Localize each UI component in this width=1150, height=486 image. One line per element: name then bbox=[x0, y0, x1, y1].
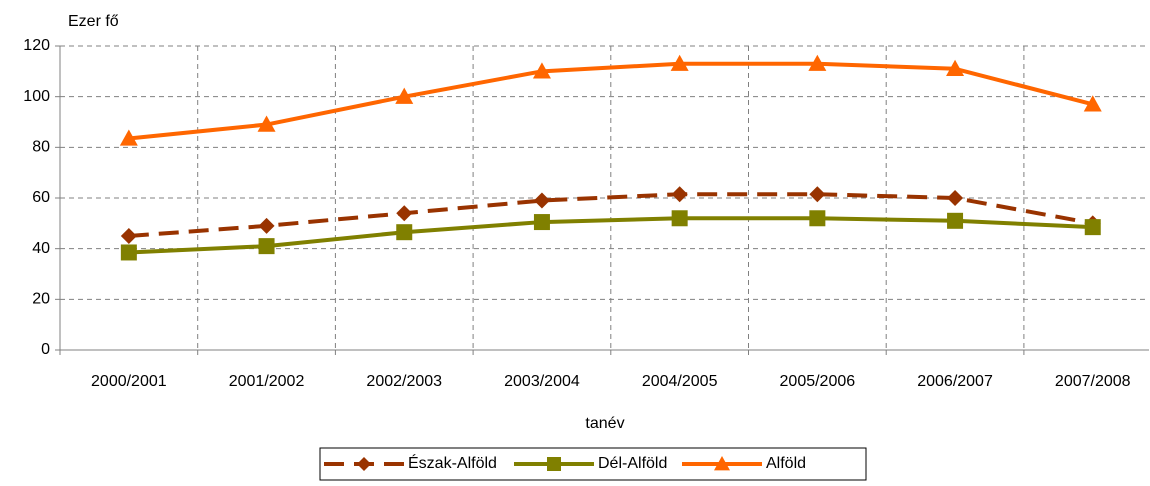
series-line bbox=[128, 216, 1093, 255]
marker bbox=[533, 214, 550, 231]
marker bbox=[809, 210, 826, 227]
y-tick-label: 80 bbox=[32, 139, 50, 156]
y-axis-title: Ezer fő bbox=[68, 13, 119, 30]
marker bbox=[714, 456, 730, 471]
marker bbox=[947, 212, 964, 229]
legend-label: Dél-Alföld bbox=[598, 455, 667, 472]
y-tick-label: 20 bbox=[32, 291, 50, 308]
y-tick-label: 40 bbox=[32, 240, 50, 257]
marker bbox=[532, 62, 551, 79]
x-tick-label: 2003/2004 bbox=[504, 373, 580, 390]
marker bbox=[396, 224, 413, 241]
marker bbox=[357, 457, 371, 471]
marker bbox=[533, 192, 550, 209]
marker bbox=[258, 238, 275, 255]
x-tick-label: 2007/2008 bbox=[1055, 373, 1131, 390]
legend-label: Észak-Alföld bbox=[408, 453, 497, 472]
marker bbox=[670, 54, 689, 71]
x-axis-title: tanév bbox=[585, 415, 624, 432]
marker bbox=[809, 186, 826, 203]
marker bbox=[120, 244, 137, 261]
y-tick-label: 120 bbox=[23, 37, 50, 54]
marker bbox=[258, 217, 275, 234]
marker bbox=[547, 457, 561, 471]
marker bbox=[946, 59, 965, 76]
x-tick-label: 2006/2007 bbox=[917, 373, 993, 390]
marker bbox=[120, 228, 137, 244]
marker bbox=[1084, 219, 1101, 236]
y-tick-label: 0 bbox=[41, 341, 50, 358]
series-line bbox=[128, 61, 1094, 141]
marker bbox=[808, 54, 827, 71]
marker bbox=[395, 87, 414, 104]
marker bbox=[257, 115, 276, 132]
y-tick-label: 100 bbox=[23, 88, 50, 105]
legend: Észak-Alföld Dél-Alföld Alföld bbox=[319, 447, 867, 481]
x-tick-label: 2004/2005 bbox=[642, 373, 718, 390]
marker bbox=[119, 129, 138, 146]
x-tick-label: 2002/2003 bbox=[366, 373, 442, 390]
x-tick-label: 2001/2002 bbox=[229, 373, 305, 390]
marker bbox=[1083, 95, 1102, 112]
series-line bbox=[128, 192, 1094, 238]
y-tick-label: 60 bbox=[32, 189, 50, 206]
legend-label: Alföld bbox=[766, 455, 806, 472]
x-tick-label: 2000/2001 bbox=[91, 373, 167, 390]
marker bbox=[671, 186, 688, 203]
x-tick-label: 2005/2006 bbox=[780, 373, 856, 390]
marker bbox=[671, 210, 688, 227]
marker bbox=[396, 205, 413, 222]
marker bbox=[947, 190, 964, 206]
